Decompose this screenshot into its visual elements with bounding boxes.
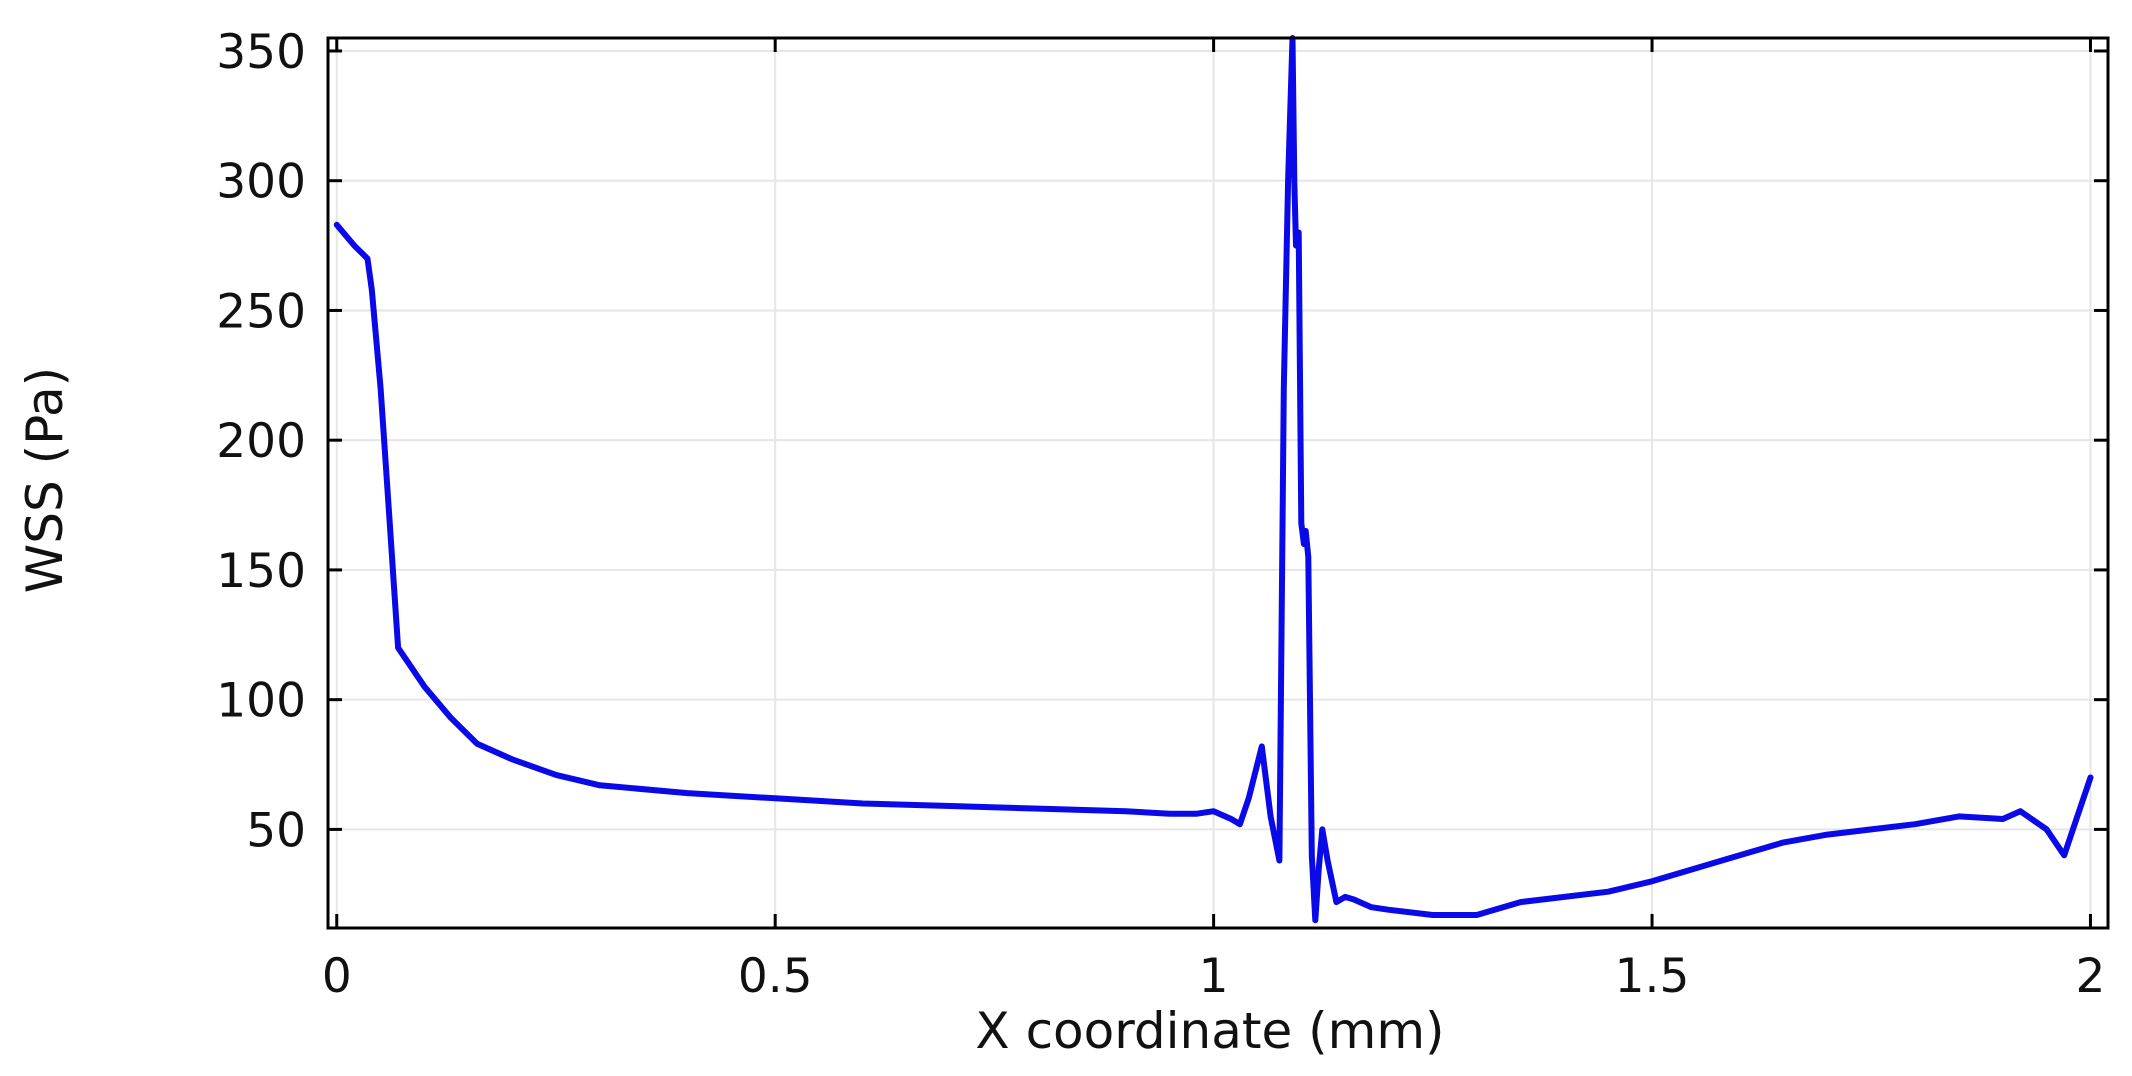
- x-tick-label: 0: [322, 949, 352, 1004]
- y-axis-label: WSS (Pa): [16, 367, 74, 593]
- x-tick-label: 1: [1199, 949, 1229, 1004]
- y-tick-label: 350: [216, 25, 306, 80]
- y-tick-label: 50: [246, 803, 306, 858]
- grid-layer: [328, 38, 2108, 928]
- x-tick-label: 2: [2076, 949, 2106, 1004]
- plot-frame: [326, 36, 2110, 930]
- tick-layer: [328, 38, 2108, 928]
- y-tick-label: 250: [216, 284, 306, 339]
- wss-series-line: [333, 35, 2094, 924]
- x-tick-label: 1.5: [1615, 949, 1690, 1004]
- series-layer: [333, 35, 2094, 924]
- y-tick-label: 200: [216, 414, 306, 469]
- x-tick-label: 0.5: [738, 949, 813, 1004]
- y-tick-label: 150: [216, 544, 306, 599]
- x-axis-label: X coordinate (mm): [975, 1002, 1444, 1060]
- y-tick-label: 300: [216, 155, 306, 210]
- y-tick-label: 100: [216, 674, 306, 729]
